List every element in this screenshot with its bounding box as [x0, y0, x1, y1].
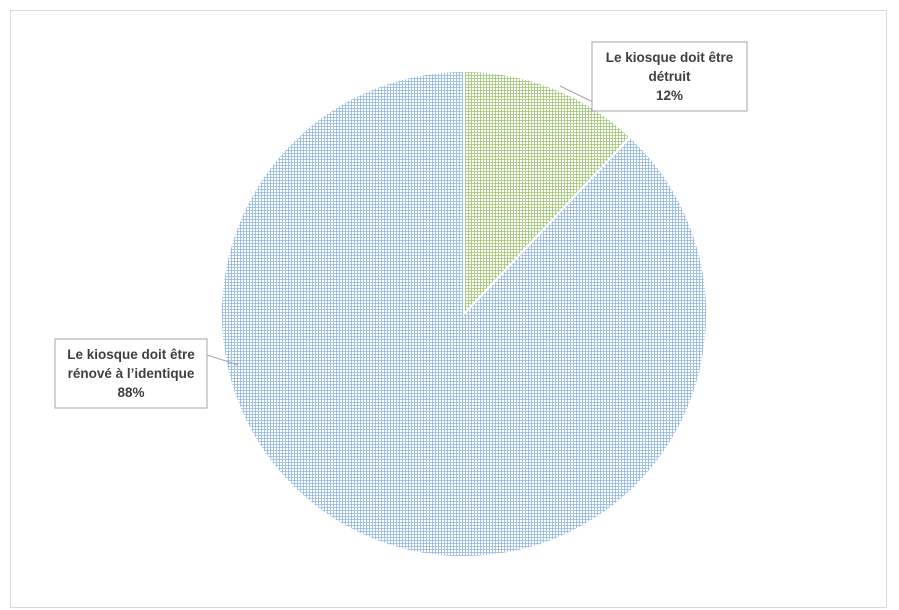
data-label-2: Le kiosque doit être rénové à l’identique… — [54, 338, 208, 409]
data-label-category: rénové à l’identique — [68, 366, 195, 381]
data-label-category: Le kiosque doit être — [67, 347, 195, 362]
pie-slice-1 — [463, 69, 632, 317]
data-label-value: 88% — [117, 385, 144, 400]
data-label-box — [591, 41, 748, 112]
data-label-category: détruit — [649, 69, 692, 84]
leader-lines — [206, 85, 598, 366]
data-label-1: Le kiosque doit être détruit 12% — [591, 41, 748, 112]
data-label-category: Le kiosque doit être — [606, 50, 734, 65]
leader-line-2 — [206, 354, 239, 366]
pie-slice-2 — [220, 69, 708, 558]
leader-line-1 — [559, 85, 598, 105]
pie-slices — [220, 69, 708, 558]
data-label-value: 12% — [656, 88, 683, 103]
data-label-box — [54, 338, 208, 409]
